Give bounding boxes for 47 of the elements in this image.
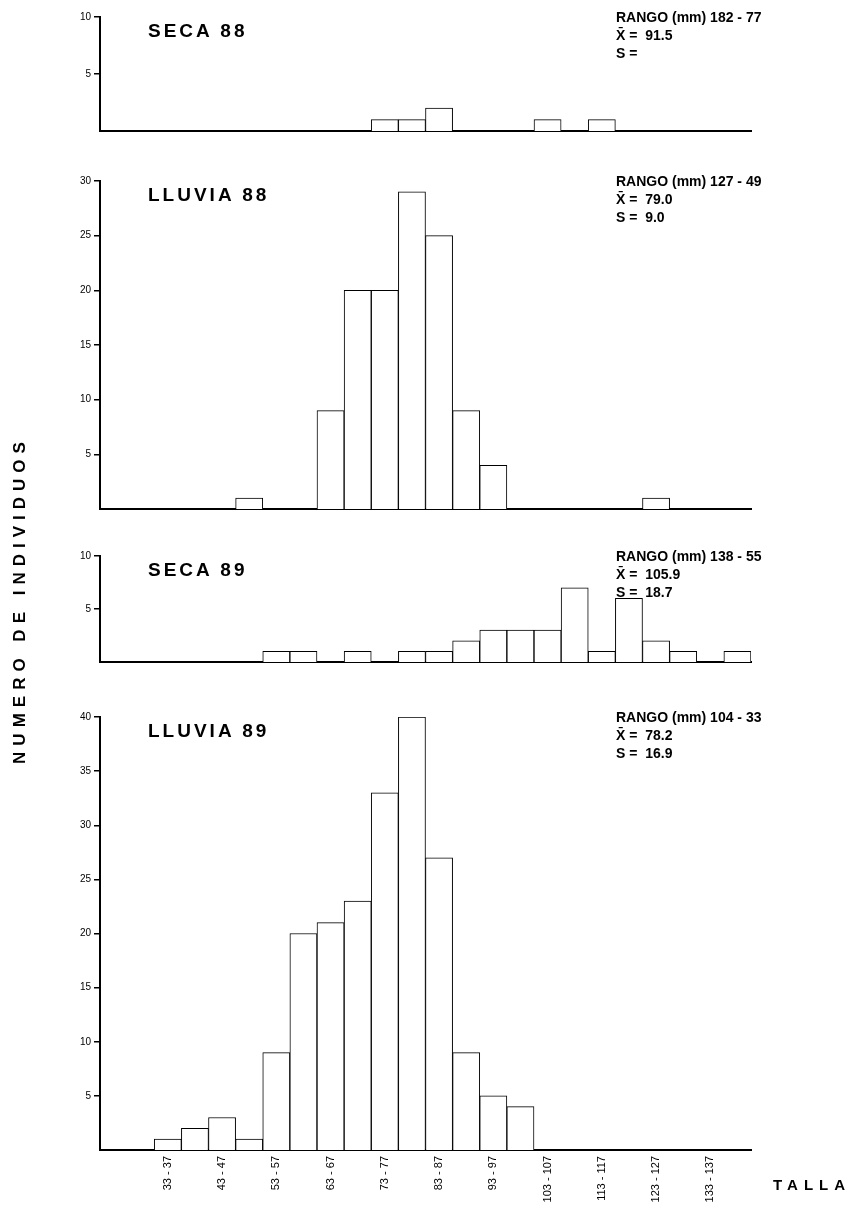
x-tick-label: 43 - 47 — [215, 1156, 228, 1191]
x-tick-label: 83 - 87 — [432, 1156, 445, 1191]
y-tick-label: 40 — [79, 710, 92, 722]
x-tick-label: 113 - 117 — [594, 1156, 607, 1201]
y-tick-label: 30 — [79, 819, 92, 830]
x-axis-title: TALLA — [773, 1176, 852, 1194]
annotation: X̄ = 79.0 — [616, 190, 673, 207]
annotation: RANGO (mm) 127 - 49 — [616, 172, 762, 189]
x-tick-label: 33 - 37 — [160, 1156, 173, 1191]
x-tick-label: 53 - 57 — [269, 1156, 282, 1191]
x-tick-label: 63 - 67 — [323, 1156, 336, 1191]
annotation: S = 16.9 — [616, 744, 673, 761]
y-tick-label: 15 — [79, 338, 92, 350]
x-tick-label: 93 - 97 — [486, 1156, 499, 1191]
y-tick-label: 25 — [79, 873, 92, 885]
annotation: RANGO (mm) 182 - 77 — [616, 8, 762, 25]
y-tick-label: 10 — [79, 1035, 92, 1047]
y-tick-label: 5 — [85, 602, 92, 614]
annotation: X̄ = 91.5 — [616, 26, 673, 43]
x-tick-label: 133 - 137 — [703, 1156, 716, 1203]
annotation: S = 18.7 — [616, 583, 673, 600]
annotation: X̄ = 78.2 — [616, 726, 673, 743]
y-tick-label: 10 — [79, 549, 92, 561]
y-tick-label: 5 — [85, 448, 92, 460]
y-tick-label: 30 — [79, 174, 92, 186]
y-tick-label: 5 — [85, 1089, 92, 1101]
annotation: RANGO (mm) 138 - 55 — [616, 547, 762, 564]
annotation: S = — [616, 44, 638, 61]
annotation: X̄ = 105.9 — [616, 565, 681, 582]
chart-title: LLUVIA 88 — [148, 183, 270, 205]
y-tick-label: 10 — [79, 393, 92, 405]
annotation: RANGO (mm) 104 - 33 — [616, 708, 762, 725]
x-tick-label: 103 - 107 — [540, 1156, 553, 1203]
y-tick-label: 25 — [79, 229, 92, 241]
y-tick-label: 10 — [79, 10, 92, 22]
y-tick-label: 20 — [79, 284, 92, 296]
y-tick-label: 35 — [79, 764, 92, 776]
chart-title: SECA 88 — [148, 19, 248, 41]
y-tick-label: 20 — [79, 927, 92, 939]
x-tick-label: 123 - 127 — [649, 1156, 662, 1203]
chart-title: SECA 89 — [148, 558, 248, 580]
y-tick-label: 5 — [85, 67, 92, 79]
y-axis-title: NUMERO DE INDIVIDUOS — [10, 435, 30, 766]
chart-title: LLUVIA 89 — [148, 719, 270, 741]
y-tick-label: 15 — [79, 981, 92, 993]
x-tick-label: 73 - 77 — [377, 1156, 390, 1191]
annotation: S = 9.0 — [616, 208, 665, 225]
